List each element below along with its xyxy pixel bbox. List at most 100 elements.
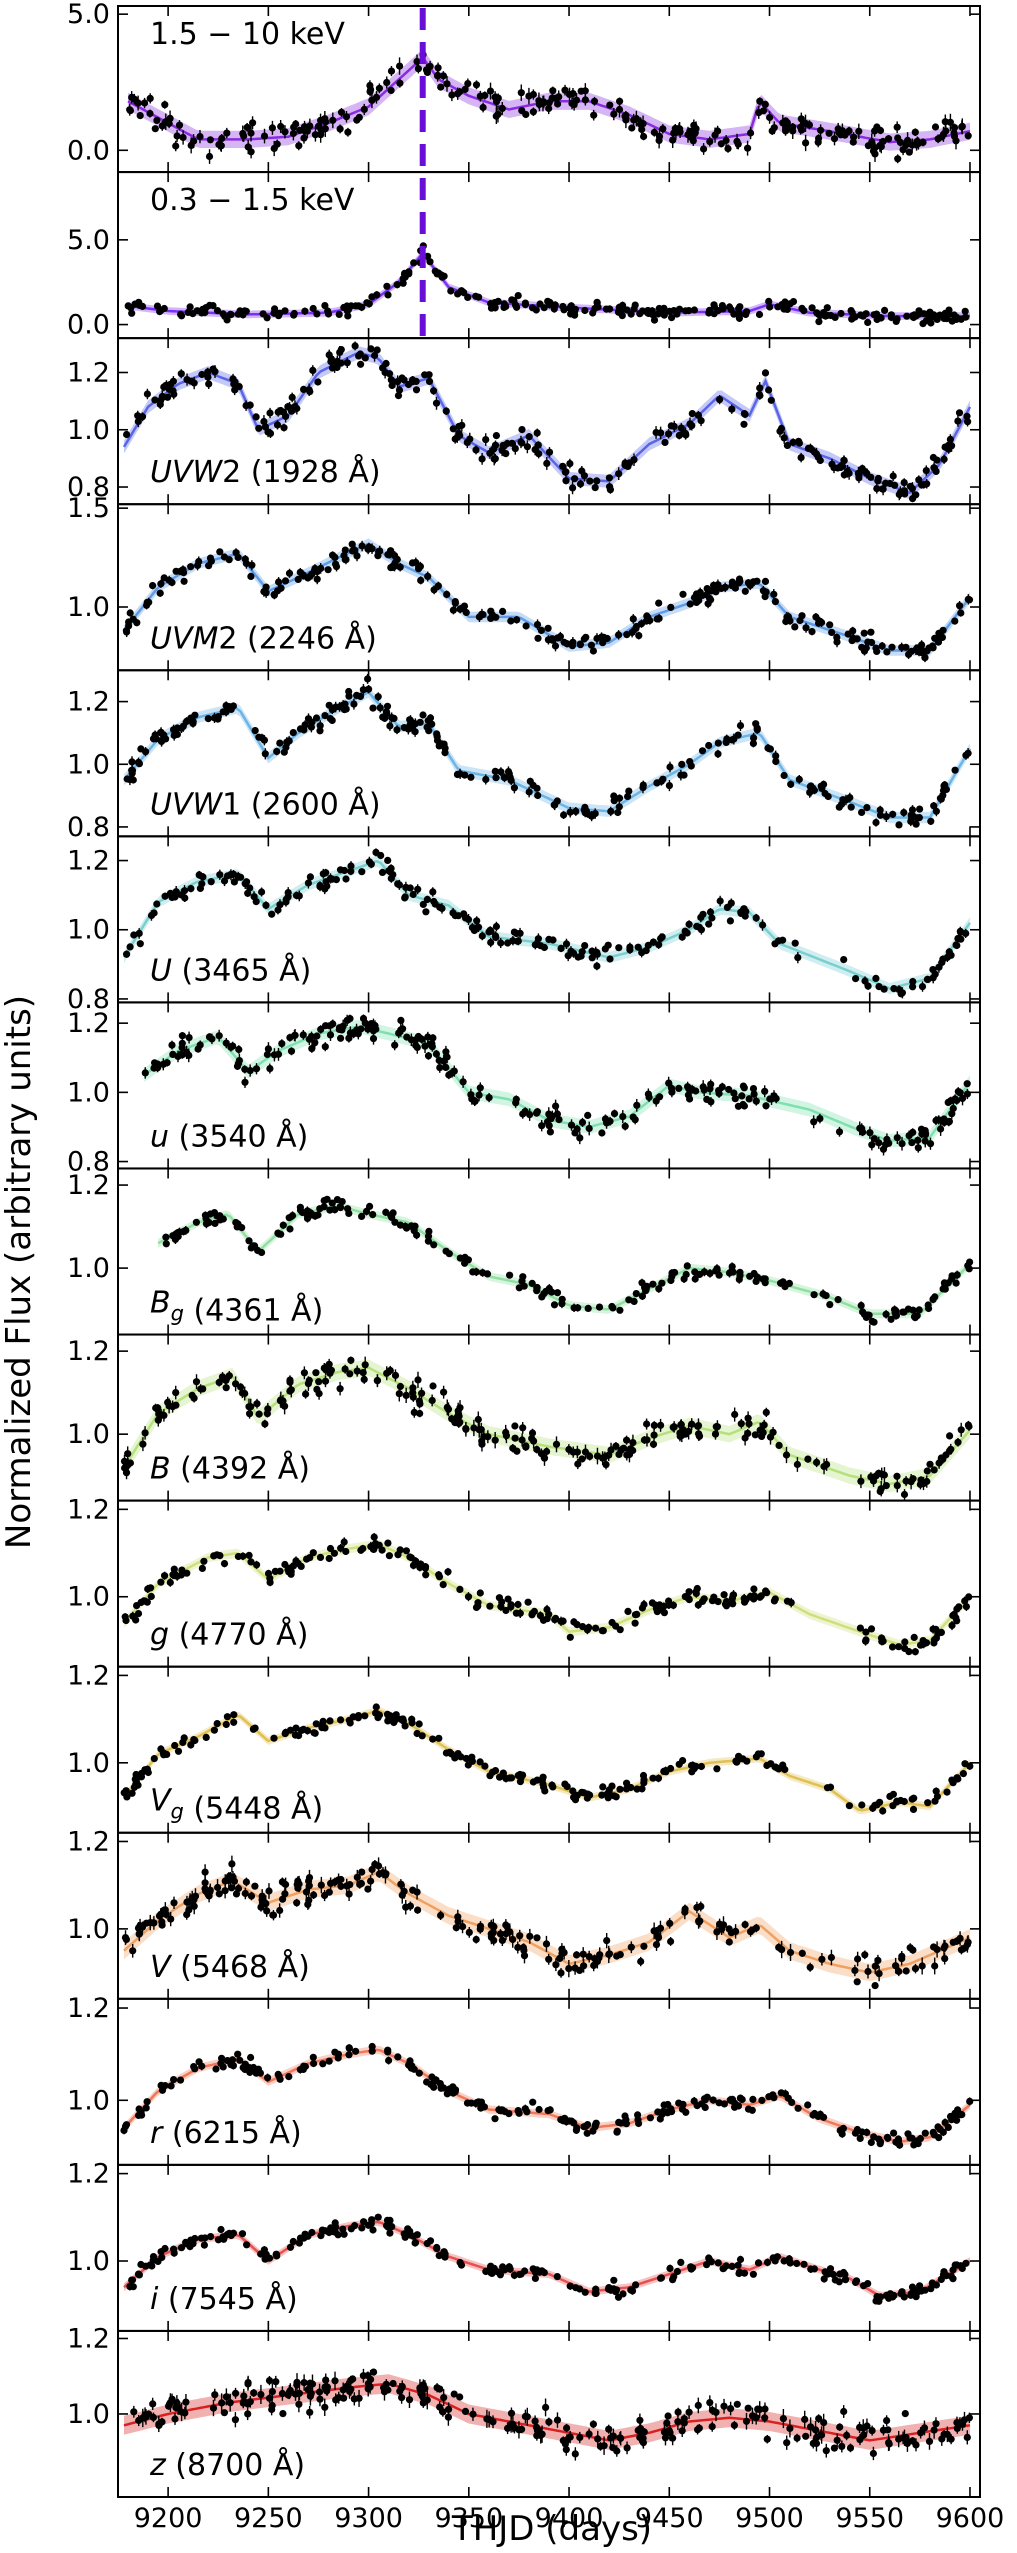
data-point [510,784,518,792]
panel-label: u (3540 Å) [150,1118,308,1154]
data-point [621,1122,629,1130]
data-point [545,935,553,944]
data-point [316,1553,325,1561]
data-point [668,314,676,322]
data-point [285,569,294,577]
data-point [331,1206,339,1214]
data-point [954,934,962,943]
data-point [553,1289,562,1297]
data-point [681,1593,689,1601]
data-point [682,431,690,439]
data-point [735,305,743,313]
data-point [927,319,935,327]
data-point [165,576,173,584]
data-point [719,305,727,313]
data-point [751,1431,759,1439]
data-point [929,1295,937,1303]
data-point [449,606,457,614]
data-point [658,933,666,941]
data-point [246,884,254,892]
data-point [513,616,521,624]
data-point [686,1095,694,1103]
data-point [571,305,580,313]
data-point [187,563,195,571]
data-point [497,768,505,776]
data-point [684,1083,692,1091]
data-point [429,1034,437,1042]
data-point [834,1296,842,1304]
data-point [893,315,901,323]
data-point [395,1390,403,1398]
data-point [735,314,744,322]
data-point [949,1104,957,1113]
data-point [499,607,507,616]
data-point [396,62,404,70]
data-point [650,1421,658,1429]
data-point [248,561,256,569]
data-point [162,1233,170,1241]
data-point [804,444,813,452]
data-point [280,424,288,432]
data-point [377,851,385,860]
data-point [586,477,594,485]
data-point [909,312,917,320]
data-point [428,1043,436,1051]
y-tick-label: 1.0 [67,415,110,446]
panel-2: 0.0 5.0 0.3 − 1.5 keV [67,171,981,341]
data-point [182,1226,190,1234]
data-point [729,1591,738,1599]
data-point [900,1308,908,1316]
data-point [156,308,164,316]
data-point [275,1230,283,1238]
data-point [612,1442,620,1450]
data-point [753,726,761,734]
plot-area [141,1014,972,1156]
data-point [407,1036,415,1044]
data-point [509,1444,517,1452]
data-point [874,477,882,485]
plot-area [157,1195,974,1326]
data-point [456,88,464,96]
data-point [889,810,897,818]
data-point [885,1139,893,1147]
band-main: 0.3 − 1.5 keV [150,183,355,218]
data-point [342,875,350,883]
data-point [456,1404,464,1412]
data-point [570,1304,578,1312]
data-point [780,434,788,442]
data-point [491,1436,499,1444]
data-point [160,1411,168,1419]
data-point [964,418,972,426]
data-point [655,132,664,140]
data-point [425,1227,433,1235]
data-point [387,86,395,94]
data-point [794,954,802,962]
data-point [273,421,282,429]
data-point [906,482,915,490]
data-point [424,252,432,260]
data-point [953,941,961,950]
data-point [491,767,499,775]
data-point [415,1397,423,1405]
data-point [914,139,923,148]
data-point [715,1087,723,1095]
data-point [278,1040,286,1048]
plot-area [122,341,972,503]
data-point [364,675,372,683]
data-point [322,869,330,877]
panel-1: 0.0 5.0 1.5 − 10 keV [67,0,981,174]
data-point [391,1041,399,1049]
data-point [429,1382,437,1390]
data-point [536,300,544,308]
data-point [932,1625,940,1633]
data-point [263,314,271,322]
data-point [545,99,553,107]
data-point [558,1300,566,1308]
data-point [312,1369,320,1377]
data-point [308,718,316,726]
data-point [295,892,303,900]
data-point [643,1436,651,1444]
data-point [205,562,213,570]
data-point [430,897,438,906]
data-point [369,704,377,712]
